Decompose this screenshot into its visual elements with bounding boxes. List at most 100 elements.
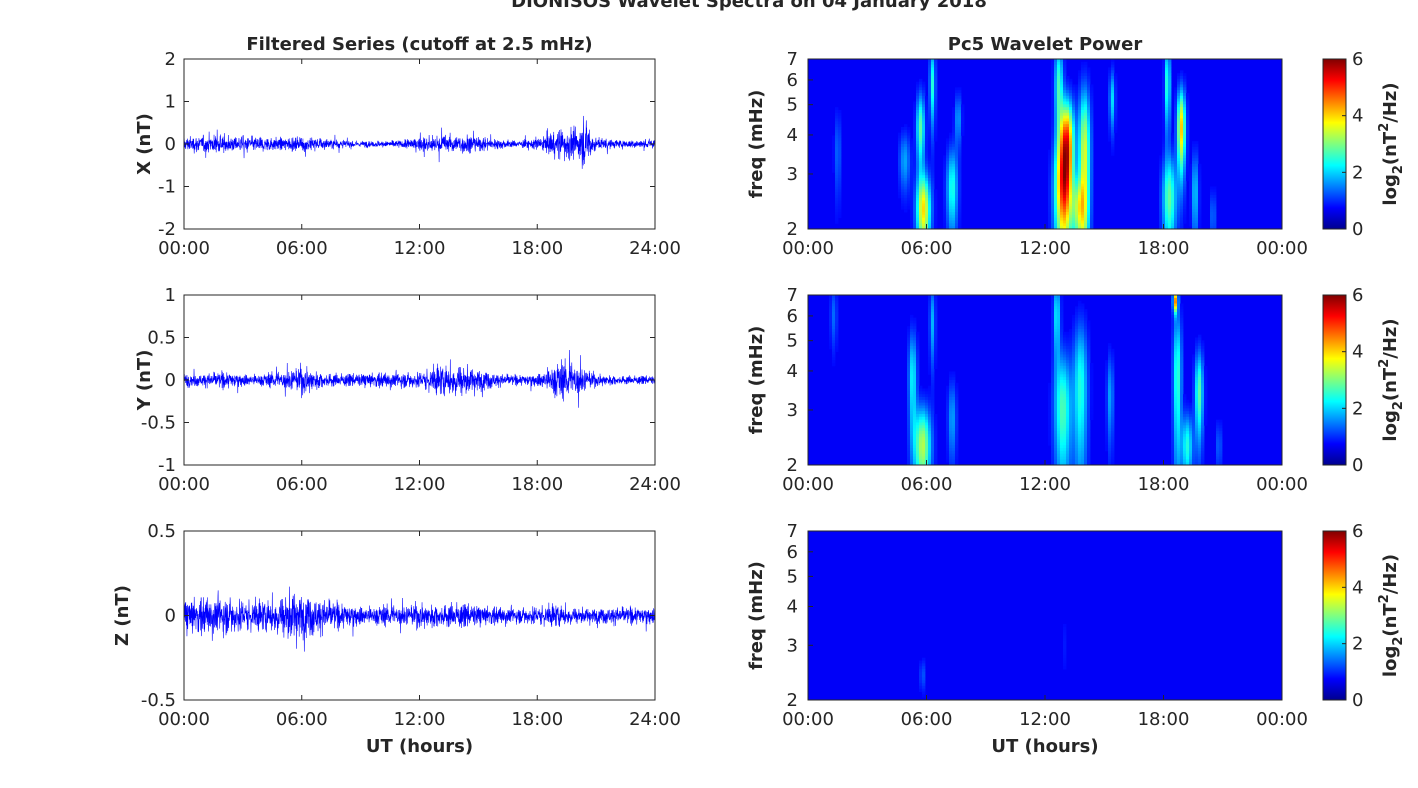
heatmap-cell [913, 331, 917, 336]
heatmap-cell [922, 663, 926, 667]
heatmap-cell [1048, 214, 1052, 219]
heatmap-cell [1174, 445, 1178, 449]
heatmap-cell [928, 306, 932, 310]
heatmap-cell [922, 223, 926, 227]
heatmap-cell [907, 371, 911, 375]
heatmap-cell [1060, 220, 1064, 224]
heatmap-cell [1105, 380, 1109, 384]
heatmap-cell [928, 217, 932, 221]
heatmap-cell [832, 144, 836, 148]
heatmap-cell [934, 87, 938, 91]
heatmap-cell [931, 348, 935, 353]
heatmap-cell [835, 320, 839, 324]
heatmap-cell [1186, 98, 1190, 102]
heatmap-cell [958, 95, 962, 100]
heatmap-cell [1186, 408, 1190, 412]
heatmap-cell [931, 419, 935, 423]
heatmap-cell [922, 388, 926, 392]
heatmap-cell [1063, 78, 1067, 83]
heatmap-cell [934, 326, 938, 330]
y-tick-label: 0.5 [147, 328, 176, 349]
heatmap-cell [1060, 371, 1064, 375]
heatmap-cell [1063, 180, 1067, 185]
heatmap-cell [1066, 186, 1070, 190]
heatmap-cell [1195, 459, 1199, 463]
heatmap-cell [1168, 73, 1172, 77]
heatmap-cell [1090, 175, 1094, 179]
heatmap-cell [1069, 405, 1073, 409]
heatmap-cell [949, 448, 953, 452]
heatmap-cell [1063, 98, 1067, 102]
heatmap-cell [910, 445, 914, 449]
heatmap-cell [1075, 323, 1079, 327]
heatmap-cell [1174, 172, 1178, 176]
heatmap-cell [1054, 121, 1058, 125]
heatmap-cell [934, 90, 938, 94]
heatmap-cell [1105, 405, 1109, 409]
heatmap-cell [943, 186, 947, 190]
heatmap-cell [1087, 433, 1091, 438]
heatmap-cell [1072, 104, 1076, 108]
heatmap-cell [1162, 183, 1166, 187]
heatmap-cell [838, 172, 842, 176]
heatmap-cell [898, 144, 902, 148]
heatmap-cell [1162, 166, 1166, 170]
heatmap-cell [1216, 450, 1220, 455]
heatmap-cell [934, 104, 938, 108]
heatmap-cell [934, 303, 938, 307]
heatmap-cell [1105, 363, 1109, 367]
heatmap-cell [1198, 223, 1202, 227]
heatmap-cell [1192, 450, 1196, 455]
heatmap-cell [934, 334, 938, 338]
heatmap-cell [1177, 93, 1181, 97]
heatmap-cell [1069, 450, 1073, 455]
heatmap-cell [1057, 382, 1061, 387]
heatmap-cell [919, 93, 923, 97]
heatmap-cell [913, 192, 917, 196]
heatmap-cell [1081, 178, 1085, 182]
heatmap-cell [1075, 107, 1079, 111]
heatmap-cell [1174, 419, 1178, 423]
heatmap-cell [1063, 357, 1067, 361]
heatmap-cell [1081, 329, 1085, 333]
heatmap-cell [1195, 419, 1199, 423]
heatmap-cell [1111, 360, 1115, 364]
y-tick-label: 1 [165, 92, 176, 113]
heatmap-cell [1060, 402, 1064, 406]
heatmap-cell [1048, 212, 1052, 216]
heatmap-cell [835, 340, 839, 344]
heatmap-cell [1216, 448, 1220, 452]
heatmap-cell [1108, 132, 1112, 136]
x-axis-label: UT (hours) [991, 736, 1098, 757]
heatmap-cell [1069, 124, 1073, 128]
heatmap-cell [949, 206, 953, 210]
heatmap-cell [1051, 206, 1055, 210]
heatmap-cell [946, 220, 950, 224]
y-tick-label: 6 [787, 542, 798, 563]
colorbar-tick-label: 2 [1352, 398, 1363, 419]
heatmap-cell [931, 295, 935, 299]
heatmap-cell [916, 189, 920, 193]
heatmap-cell [946, 399, 950, 404]
heatmap-cell [931, 391, 935, 395]
heatmap-cell [1174, 161, 1178, 165]
heatmap-cell [1051, 95, 1055, 100]
heatmap-cell [1177, 354, 1181, 358]
heatmap-cell [1087, 84, 1091, 88]
heatmap-cell [1165, 169, 1169, 173]
heatmap-cell [1087, 405, 1091, 409]
heatmap-cell [955, 178, 959, 182]
heatmap-cell [1078, 129, 1082, 134]
heatmap-cell [1051, 368, 1055, 372]
heatmap-cell [1180, 456, 1184, 460]
heatmap-cell [829, 320, 833, 324]
heatmap-cell [1108, 442, 1112, 446]
heatmap-cell [931, 456, 935, 460]
heatmap-cell [1165, 124, 1169, 128]
heatmap-cell [928, 192, 932, 196]
heatmap-cell [1195, 175, 1199, 179]
heatmap-cell [1189, 189, 1193, 193]
heatmap-cell [958, 98, 962, 102]
heatmap-cell [955, 158, 959, 162]
